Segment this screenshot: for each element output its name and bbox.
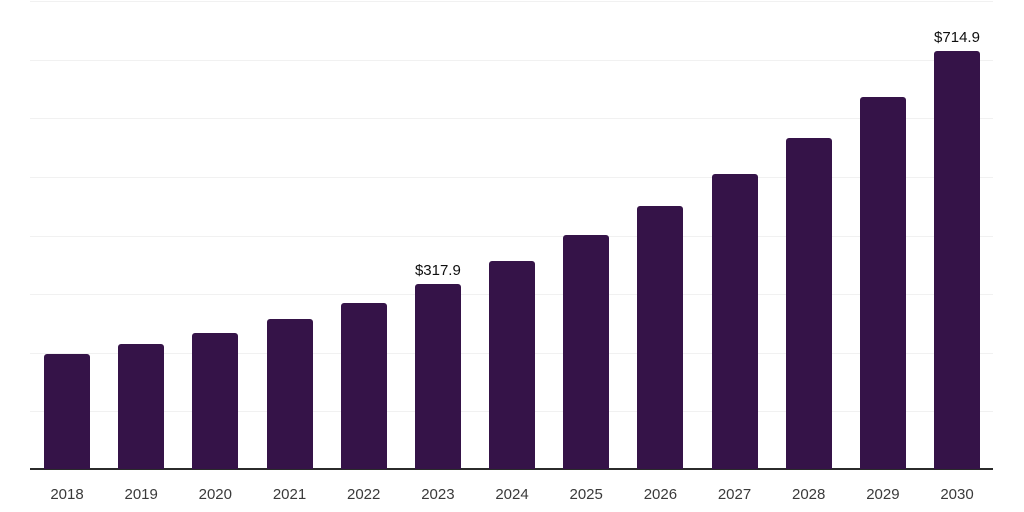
plot-area: $317.9 $714.9 [30,1,993,470]
x-tick-label-2029: 2029 [866,486,900,503]
gridline-700 [30,59,993,61]
x-tick-label-2022: 2022 [347,486,381,503]
bar-2019 [118,343,165,469]
bar-2025 [563,235,610,469]
gridline-400 [30,235,993,237]
bar-2029 [859,96,906,469]
x-tick-label-2018: 2018 [50,486,84,503]
x-tick-label-2028: 2028 [792,486,826,503]
bar-2024 [489,260,535,469]
x-axis-line [30,468,993,470]
bar-2030 [934,50,980,469]
data-label-2023: $317.9 [414,261,461,279]
data-label-2030: $714.9 [934,28,980,46]
bar-2028 [785,137,832,469]
bar-2023 [414,283,461,469]
x-tick-label-2024: 2024 [495,486,529,503]
gridline-500 [30,176,993,178]
x-tick-label-2023: 2023 [421,486,455,503]
x-tick-label-2021: 2021 [272,486,307,503]
gridline-600 [30,118,993,120]
x-tick-label-2025: 2025 [569,486,603,503]
x-tick-label-2027: 2027 [717,486,752,503]
bar-2018 [44,353,90,469]
x-tick-label-2020: 2020 [198,486,232,503]
bar-2027 [711,173,758,469]
bar-2021 [266,318,313,469]
bar-2022 [340,302,387,469]
gridline-800 [30,1,993,2]
bar-2026 [637,206,684,469]
x-tick-label-2030: 2030 [940,486,974,503]
x-tick-label-2026: 2026 [643,486,678,503]
x-tick-label-2019: 2019 [124,486,158,503]
bar-2020 [192,332,239,469]
